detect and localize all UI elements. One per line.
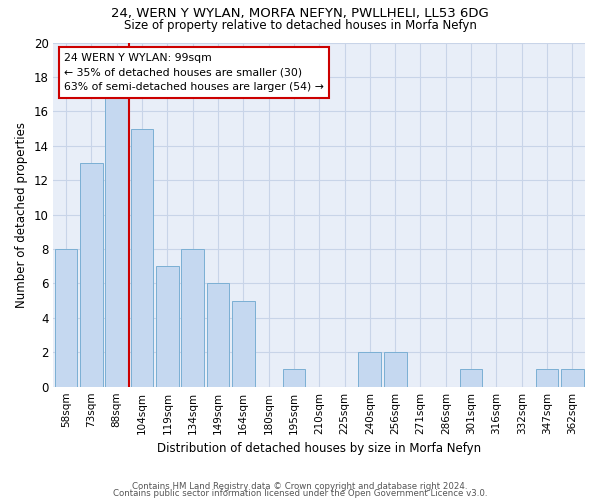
Bar <box>283 370 305 386</box>
Bar <box>536 370 559 386</box>
Bar <box>80 163 103 386</box>
Text: Contains public sector information licensed under the Open Government Licence v3: Contains public sector information licen… <box>113 489 487 498</box>
Bar <box>206 284 229 387</box>
Bar <box>561 370 584 386</box>
Y-axis label: Number of detached properties: Number of detached properties <box>15 122 28 308</box>
Text: 24, WERN Y WYLAN, MORFA NEFYN, PWLLHELI, LL53 6DG: 24, WERN Y WYLAN, MORFA NEFYN, PWLLHELI,… <box>111 8 489 20</box>
X-axis label: Distribution of detached houses by size in Morfa Nefyn: Distribution of detached houses by size … <box>157 442 481 455</box>
Bar <box>384 352 407 386</box>
Bar <box>55 249 77 386</box>
Bar <box>358 352 381 386</box>
Bar <box>181 249 204 386</box>
Text: 24 WERN Y WYLAN: 99sqm
← 35% of detached houses are smaller (30)
63% of semi-det: 24 WERN Y WYLAN: 99sqm ← 35% of detached… <box>64 53 324 92</box>
Bar <box>131 128 154 386</box>
Text: Size of property relative to detached houses in Morfa Nefyn: Size of property relative to detached ho… <box>124 19 476 32</box>
Bar <box>232 300 254 386</box>
Text: Contains HM Land Registry data © Crown copyright and database right 2024.: Contains HM Land Registry data © Crown c… <box>132 482 468 491</box>
Bar <box>156 266 179 386</box>
Bar <box>460 370 482 386</box>
Bar <box>106 94 128 386</box>
